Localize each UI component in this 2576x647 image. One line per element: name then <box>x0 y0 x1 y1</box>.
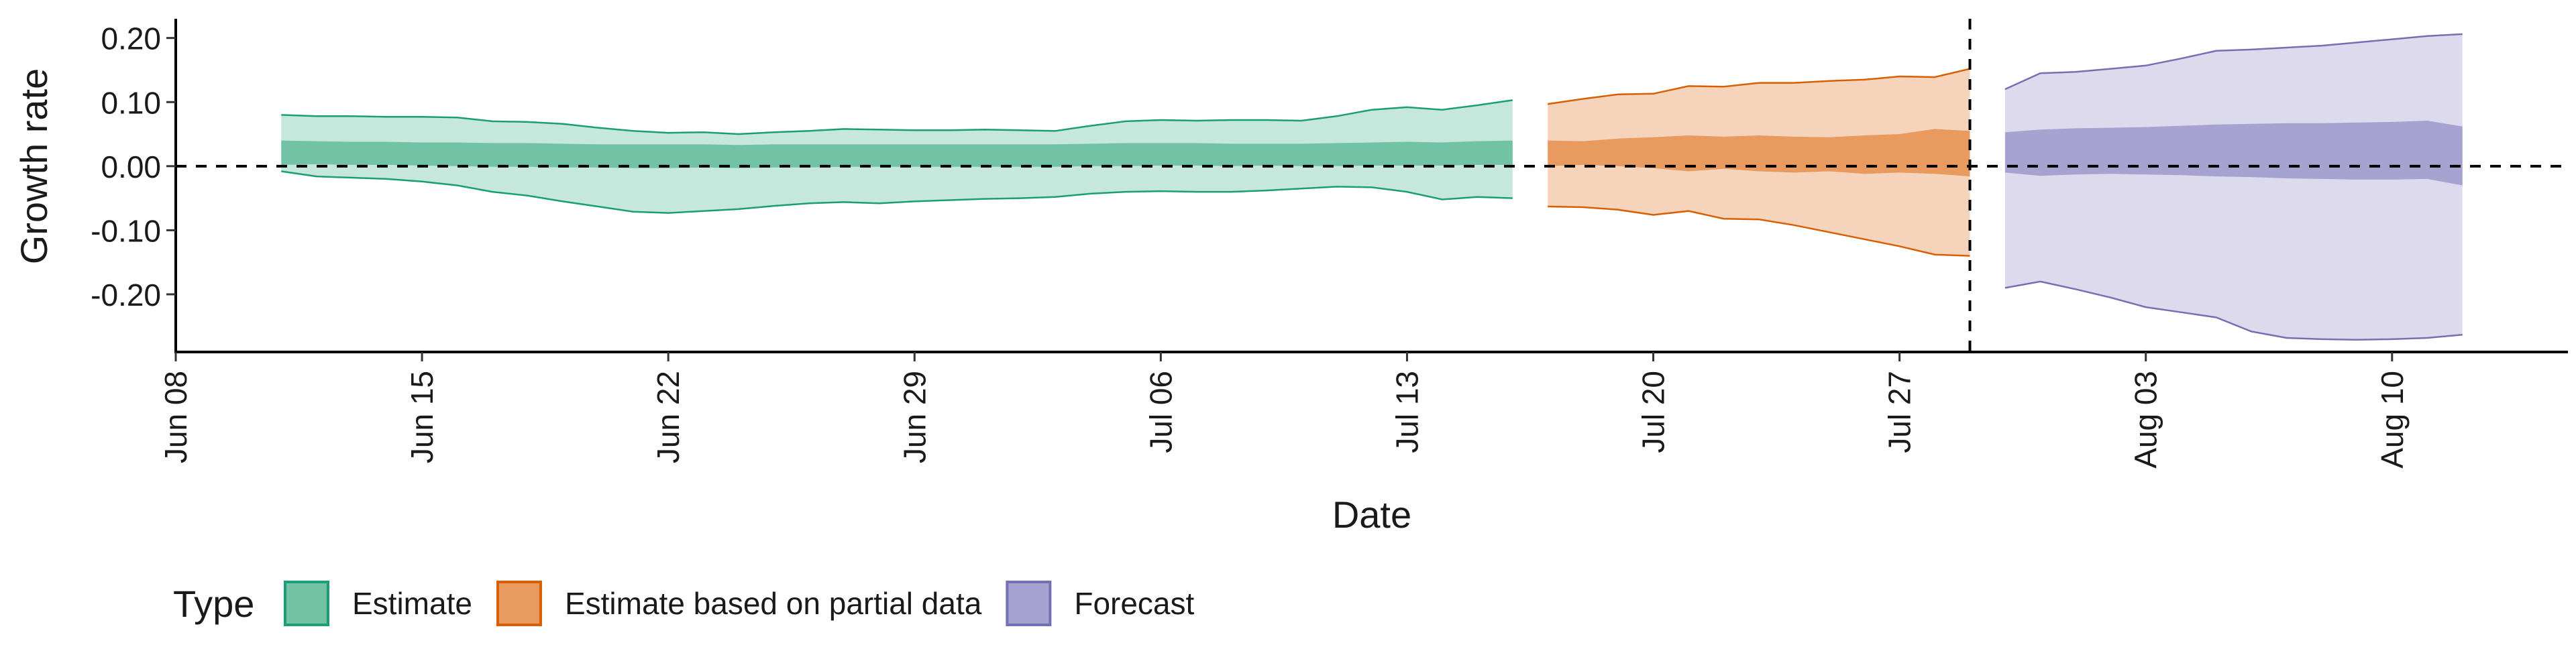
x-tick-label: Jun 08 <box>158 371 193 463</box>
legend-label-forecast: Forecast <box>1074 586 1194 621</box>
x-tick-label: Jun 29 <box>897 371 932 463</box>
x-axis-title: Date <box>1332 493 1411 536</box>
estimate-based-on-partial-data-upper-edge <box>1548 68 1970 105</box>
x-tick-label: Jul 20 <box>1636 371 1671 453</box>
estimate-upper-edge <box>281 99 1513 135</box>
x-tick-label: Jul 06 <box>1143 371 1178 453</box>
y-tick-label: 0.20 <box>101 21 161 56</box>
x-tick-label: Jun 15 <box>405 371 439 463</box>
x-tick-label: Jul 13 <box>1389 371 1424 453</box>
legend-label-estimate-based-on-partial-data: Estimate based on partial data <box>565 586 982 621</box>
forecast-lower-edge <box>2004 280 2463 341</box>
x-tick-label: Aug 03 <box>2129 371 2163 469</box>
y-tick-label: -0.20 <box>91 278 161 312</box>
legend-label-estimate: Estimate <box>352 586 472 621</box>
legend-swatch-estimate <box>284 581 329 626</box>
x-tick-label: Jul 27 <box>1882 371 1917 453</box>
y-axis-title: Growth rate <box>13 68 55 265</box>
y-tick-label: 0.10 <box>101 85 161 120</box>
y-tick-label: 0.00 <box>101 150 161 184</box>
forecast-upper-edge <box>2004 33 2463 91</box>
legend: Type Estimate Estimate based on partial d… <box>173 581 1195 626</box>
legend-swatch-estimate-based-on-partial-data <box>496 581 542 626</box>
y-tick-label: -0.10 <box>91 213 161 248</box>
reference-lines <box>176 19 2568 352</box>
bands-layer <box>281 33 2463 341</box>
axes: 0.20 0.10 0.00 -0.10 -0.20 Jun 08 Jun 15 Jun 22… <box>91 19 2568 469</box>
estimate-inner-band <box>281 140 1513 168</box>
x-tick-label: Jun 22 <box>651 371 686 463</box>
estimate-lower-edge <box>281 170 1513 214</box>
estimate-based-on-partial-data-inner-band <box>1548 129 1970 177</box>
forecast-inner-band <box>2004 121 2463 186</box>
estimate-based-on-partial-data-lower-edge <box>1548 205 1970 257</box>
legend-swatch-forecast <box>1006 581 1052 626</box>
legend-title: Type <box>173 583 254 625</box>
forecast-outer-band <box>2004 34 2463 340</box>
x-tick-label: Aug 10 <box>2375 371 2410 469</box>
